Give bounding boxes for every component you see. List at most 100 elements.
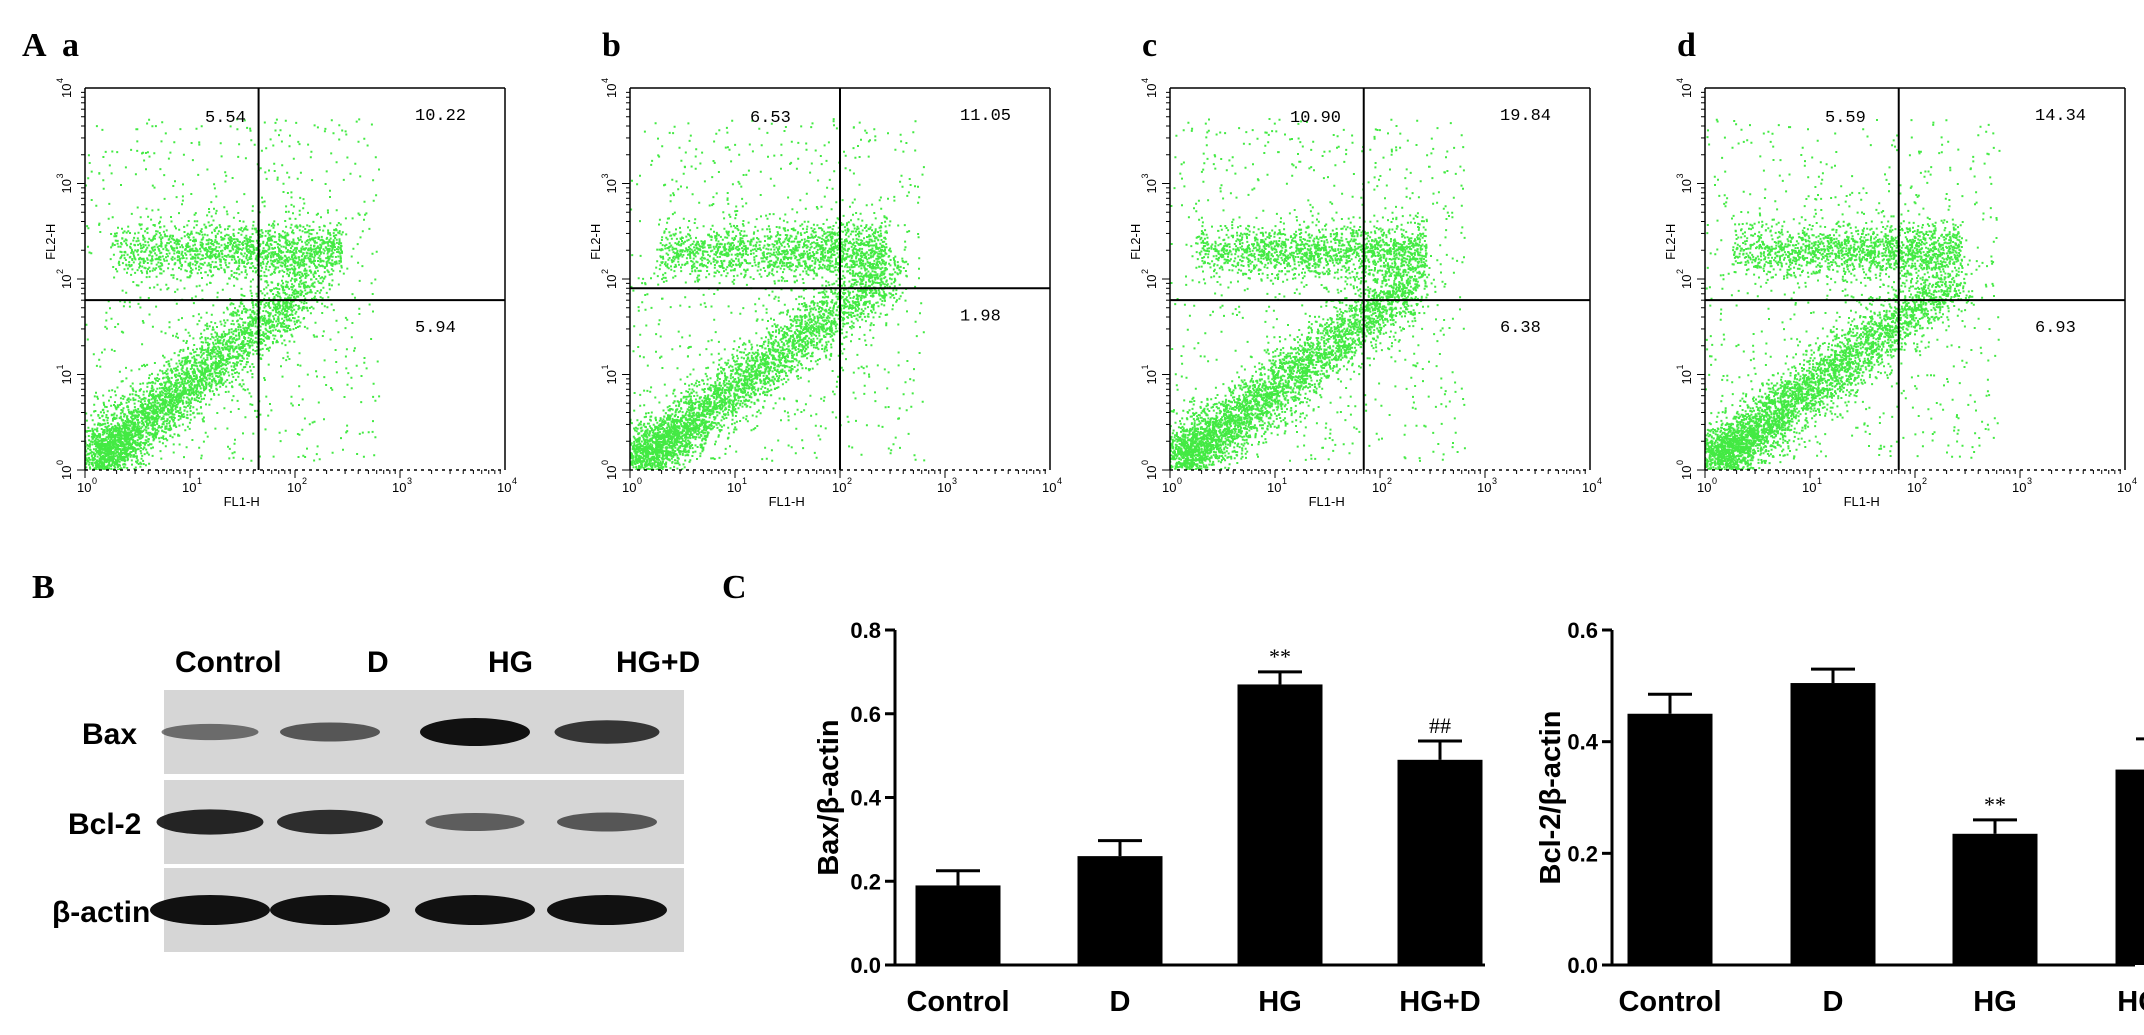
quadrant-lower-right: 6.38 xyxy=(1500,319,1541,338)
x-axis-label: FL1-H xyxy=(769,494,805,509)
bar xyxy=(915,885,1001,965)
blot-lane-label: D xyxy=(367,646,389,679)
y-tick-label-group: 101 xyxy=(1675,364,1694,384)
quadrant-upper-left: 6.53 xyxy=(750,109,791,128)
y-tick-label-group: 103 xyxy=(1675,173,1694,193)
sub-panel-letter: a xyxy=(62,27,79,64)
y-tick-exponent: 0 xyxy=(600,460,610,465)
y-tick-exponent: 4 xyxy=(1140,78,1150,83)
y-tick-label: 10 xyxy=(1679,275,1694,289)
x-tick-label: 10 xyxy=(2012,480,2026,495)
western-blot: Control D HG HG+D Bax Bcl-2 β-actin xyxy=(52,646,700,952)
x-tick-exponent: 0 xyxy=(92,476,97,486)
blot-band xyxy=(150,895,270,925)
x-axis-label: FL1-H xyxy=(1844,494,1880,509)
y-tick-label: 0.8 xyxy=(850,618,881,643)
blot-band xyxy=(425,812,525,832)
quadrant-upper-right: 11.05 xyxy=(960,107,1011,126)
x-tick-label: 10 xyxy=(937,480,951,495)
y-tick-exponent: 3 xyxy=(1675,173,1685,178)
y-tick-label-group: 103 xyxy=(55,173,74,193)
y-tick-label: 10 xyxy=(59,179,74,193)
bar xyxy=(1397,759,1483,965)
sub-panel-letter: c xyxy=(1142,27,1157,64)
y-tick-label: 10 xyxy=(1679,370,1694,384)
y-tick-exponent: 2 xyxy=(1675,269,1685,274)
y-tick-exponent: 1 xyxy=(1675,364,1685,369)
y-tick-label-group: 104 xyxy=(1675,78,1694,98)
flow-plot-c: c10 0 10 1 10 2 10 3 10 4100101102103104FL1-HFL2-… xyxy=(1128,27,1602,509)
y-tick-label: 10 xyxy=(1679,179,1694,193)
x-tick-label: 10 xyxy=(1477,480,1491,495)
flow-plot-b: b10 0 10 1 10 2 10 3 10 4100101102103104FL1-HFL2-… xyxy=(588,27,1062,509)
blot-band xyxy=(557,812,657,832)
quadrant-lower-right: 5.94 xyxy=(415,319,456,338)
x-tick-label: 10 xyxy=(182,480,196,495)
panel-letter-a: A xyxy=(22,27,47,64)
y-tick-label: 10 xyxy=(1144,370,1159,384)
y-tick-label-group: 100 xyxy=(600,460,619,480)
flow-plot-a: a10 0 10 1 10 2 10 3 10 4100101102103104FL1-HFL2-… xyxy=(43,27,517,509)
quadrant-upper-right: 19.84 xyxy=(1500,107,1551,126)
y-tick-label: 0.6 xyxy=(1567,618,1598,643)
y-tick-exponent: 4 xyxy=(55,78,65,83)
y-tick-label-group: 100 xyxy=(1675,460,1694,480)
y-tick-label: 10 xyxy=(59,466,74,480)
blot-band xyxy=(161,723,259,741)
x-tick-exponent: 1 xyxy=(1282,476,1287,486)
y-tick-label: 10 xyxy=(1144,466,1159,480)
y-tick-label: 0.2 xyxy=(1567,841,1598,866)
y-tick-exponent: 2 xyxy=(600,269,610,274)
x-tick-label: 10 xyxy=(727,480,741,495)
blot-lane-label: Control xyxy=(175,646,282,679)
y-tick-label: 10 xyxy=(1679,466,1694,480)
bar-charts: 0.0 0.2 0.4 0.6 0.8 Bax/β-actin Control D ** HG ##… xyxy=(813,618,2144,1018)
x-axis-label: FL1-H xyxy=(1309,494,1345,509)
x-axis-label: FL1-H xyxy=(224,494,260,509)
x-tick-exponent: 4 xyxy=(512,476,517,486)
blot-band xyxy=(415,895,535,925)
y-tick-label-group: 102 xyxy=(600,269,619,289)
x-tick-label: 10 xyxy=(392,480,406,495)
y-tick-exponent: 4 xyxy=(1675,78,1685,83)
category-label: HG xyxy=(1973,986,2017,1018)
x-tick-exponent: 4 xyxy=(2132,476,2137,486)
y-tick-label-group: 104 xyxy=(600,78,619,98)
x-tick-exponent: 3 xyxy=(1492,476,1497,486)
blot-row-label: β-actin xyxy=(52,896,150,929)
blot-lane-label: HG+D xyxy=(616,646,700,679)
y-tick-label: 10 xyxy=(604,275,619,289)
x-tick-label: 10 xyxy=(1697,480,1711,495)
y-tick-label: 0.6 xyxy=(850,702,881,727)
y-tick-label-group: 103 xyxy=(1140,173,1159,193)
y-tick-exponent: 2 xyxy=(1140,269,1150,274)
category-label: D xyxy=(1110,986,1131,1018)
x-tick-label: 10 xyxy=(1162,480,1176,495)
panel-letter-c: C xyxy=(722,569,747,606)
category-label: Control xyxy=(906,986,1009,1018)
bar-chart-2: 0.00.20.40.6Bcl-2/β-actinControlD**HG#HG… xyxy=(1535,618,2144,1018)
quadrant-upper-right: 14.34 xyxy=(2035,107,2086,126)
sub-panel-letter: b xyxy=(602,27,621,64)
bar xyxy=(1952,833,2038,965)
blot-band xyxy=(277,809,383,835)
y-tick-label: 0.2 xyxy=(850,869,881,894)
blot-row-label: Bcl-2 xyxy=(68,808,141,841)
flow-cytometry-panels: a10 0 10 1 10 2 10 3 10 4100101102103104FL1-HFL2-… xyxy=(43,27,2137,509)
x-tick-exponent: 3 xyxy=(407,476,412,486)
x-tick-exponent: 1 xyxy=(197,476,202,486)
blot-band xyxy=(554,720,660,744)
y-axis-label: FL2-H xyxy=(588,224,603,260)
y-tick-label: 10 xyxy=(59,275,74,289)
quadrant-upper-left: 5.54 xyxy=(205,109,246,128)
y-tick-label-group: 101 xyxy=(600,364,619,384)
y-axis-label: Bcl-2/β-actin xyxy=(1535,710,1567,884)
quadrant-lower-right: 1.98 xyxy=(960,307,1001,326)
bar xyxy=(1237,684,1323,965)
y-tick-exponent: 1 xyxy=(1140,364,1150,369)
x-tick-exponent: 2 xyxy=(847,476,852,486)
y-tick-label: 10 xyxy=(59,84,74,98)
x-tick-exponent: 2 xyxy=(302,476,307,486)
quadrant-lower-right: 6.93 xyxy=(2035,319,2076,338)
